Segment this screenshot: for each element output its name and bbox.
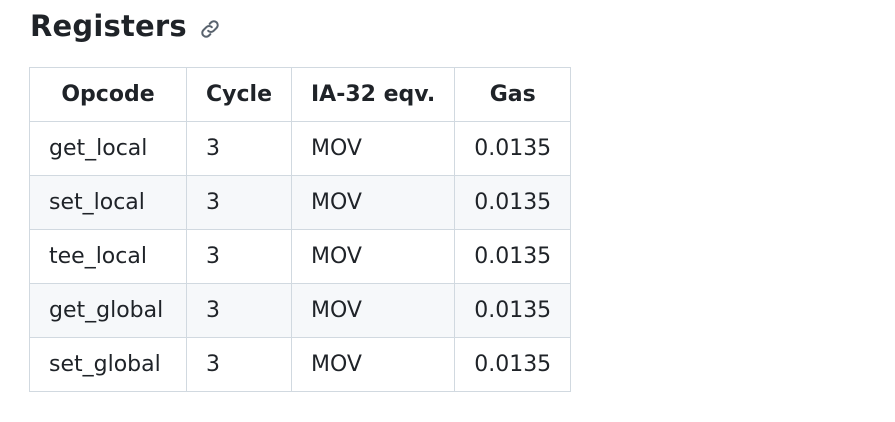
gas-cell: 0.0135 (454, 229, 572, 284)
section-heading: Registers (30, 4, 223, 48)
ia32-cell: MOV (290, 121, 456, 176)
cycle-cell: 3 (186, 121, 292, 176)
opcode-cell: tee_local (29, 229, 187, 284)
table-row: get_global 3 MOV 0.0135 (29, 283, 572, 338)
ia32-cell: MOV (290, 229, 456, 284)
header-opcode: Opcode (29, 67, 187, 122)
ia32-cell: MOV (290, 283, 456, 338)
table-row: tee_local 3 MOV 0.0135 (29, 229, 572, 284)
gas-cell: 0.0135 (454, 175, 572, 230)
table-header-row: Opcode Cycle IA-32 eqv. Gas (29, 67, 572, 122)
ia32-cell: MOV (290, 175, 456, 230)
opcode-cell: get_global (29, 283, 187, 338)
gas-cell: 0.0135 (454, 283, 572, 338)
table-row: set_local 3 MOV 0.0135 (29, 175, 572, 230)
header-cycle: Cycle (186, 67, 292, 122)
opcode-cell: set_global (29, 337, 187, 392)
gas-cell: 0.0135 (454, 337, 572, 392)
section-title: Registers (30, 9, 187, 43)
table-row: set_global 3 MOV 0.0135 (29, 337, 572, 392)
cycle-cell: 3 (186, 229, 292, 284)
registers-table: Opcode Cycle IA-32 eqv. Gas get_local 3 … (29, 67, 572, 392)
header-ia32-eqv: IA-32 eqv. (290, 67, 456, 122)
link-icon (201, 20, 219, 38)
cycle-cell: 3 (186, 175, 292, 230)
gas-cell: 0.0135 (454, 121, 572, 176)
cycle-cell: 3 (186, 337, 292, 392)
cycle-cell: 3 (186, 283, 292, 338)
opcode-cell: get_local (29, 121, 187, 176)
table-row: get_local 3 MOV 0.0135 (29, 121, 572, 176)
heading-anchor-link[interactable] (199, 17, 223, 41)
ia32-cell: MOV (290, 337, 456, 392)
opcode-cell: set_local (29, 175, 187, 230)
header-gas: Gas (454, 67, 572, 122)
